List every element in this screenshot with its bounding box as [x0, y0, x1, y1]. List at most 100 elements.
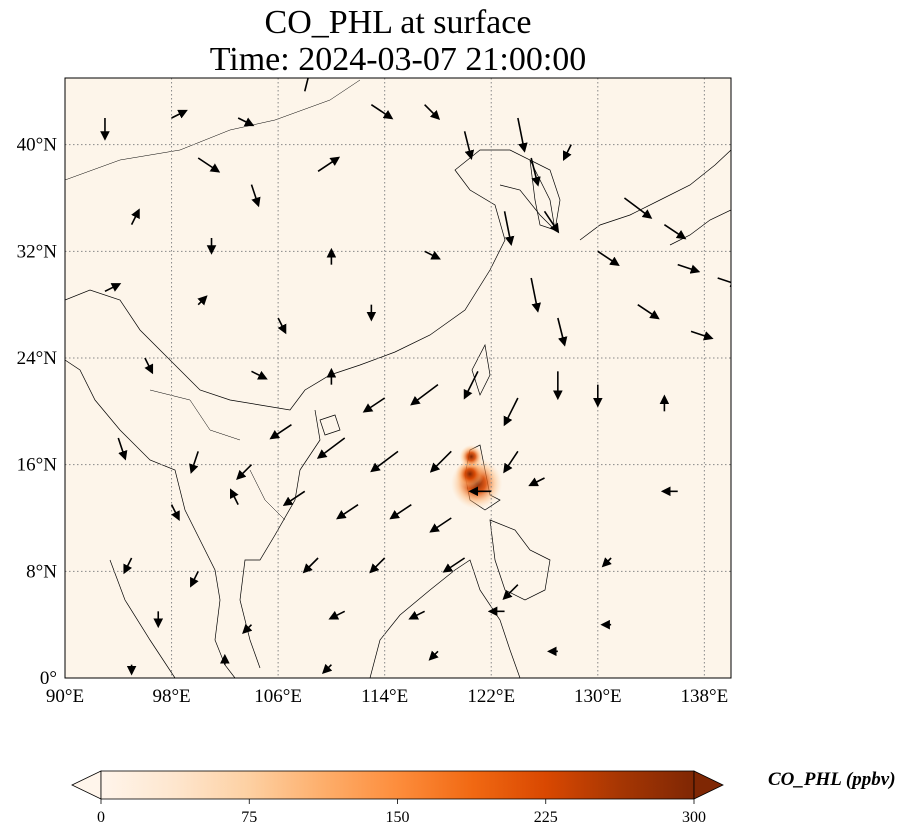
- wind-vector: [530, 277, 541, 313]
- wind-vector: [690, 330, 714, 341]
- wind-vector: [197, 157, 221, 173]
- wind-vector: [123, 557, 133, 575]
- coastline-indochina: [65, 359, 236, 678]
- colorbar-ticks: 0 75 150 225 300: [97, 799, 706, 826]
- map-title: CO_PHL at surface: [264, 4, 532, 41]
- colorbar-tick-label: 225: [534, 809, 558, 826]
- wind-vector: [282, 490, 306, 506]
- coastline-taiwan: [471, 343, 491, 396]
- wind-vector: [251, 370, 268, 380]
- wind-vector: [117, 437, 128, 461]
- lat-tick-label: 32°N: [17, 241, 58, 262]
- wind-vector: [563, 144, 572, 161]
- wind-vector: [543, 210, 560, 234]
- wind-vector: [269, 424, 292, 440]
- wind-vector: [328, 610, 346, 620]
- wind-vector: [170, 504, 180, 521]
- wind-vector: [528, 477, 545, 487]
- wind-vector: [277, 317, 287, 335]
- wind-vector: [369, 557, 386, 574]
- coastline-visayas-mindanao: [489, 519, 551, 601]
- lon-tick-label: 90°E: [46, 686, 84, 707]
- wind-vector: [677, 263, 701, 274]
- wind-vector: [503, 450, 519, 474]
- lon-tick-label: 138°E: [681, 686, 729, 707]
- wind-vector: [370, 450, 399, 473]
- wind-vector: [322, 663, 333, 675]
- wind-vector: [370, 104, 394, 120]
- lat-tick-label: 8°N: [26, 561, 57, 582]
- map-frame: [64, 77, 732, 679]
- lon-tick-label: 130°E: [574, 686, 622, 707]
- wind-vector: [442, 557, 466, 573]
- wind-vector: [428, 650, 439, 661]
- co-hotspot-2: [459, 444, 483, 469]
- wind-vector: [408, 610, 425, 620]
- coastline-borneo: [369, 559, 521, 678]
- wind-vector: [171, 109, 188, 119]
- wind-vector: [597, 250, 620, 266]
- coastline-layer: [65, 79, 731, 678]
- wind-vector: [601, 557, 612, 568]
- wind-vector: [663, 224, 687, 240]
- colorbar: 0 75 150 225 300: [71, 770, 724, 826]
- border-lines: [65, 79, 361, 521]
- lon-tick-label: 122°E: [467, 686, 515, 707]
- co-concentration-field: [450, 444, 503, 509]
- wind-vector: [362, 397, 386, 413]
- lat-tick-label: 0°: [40, 668, 57, 689]
- wind-vector: [530, 157, 541, 187]
- wind-vector: [302, 557, 319, 574]
- wind-vector: [410, 384, 439, 406]
- wind-vector: [717, 277, 731, 288]
- lon-tick-label: 114°E: [361, 686, 408, 707]
- colorbar-gradient: [100, 770, 695, 800]
- colorbar-min-extension: [71, 770, 102, 800]
- coastline-sumatra: [109, 559, 176, 678]
- colorbar-tick-label: 75: [241, 809, 257, 826]
- wind-vector: [144, 357, 154, 375]
- coastline-hainan: [319, 414, 341, 436]
- lat-tick-label: 40°N: [17, 135, 58, 156]
- wind-vector: [197, 295, 208, 306]
- wind-vector: [303, 78, 309, 92]
- wind-vector: [557, 317, 568, 347]
- longitude-tick-labels: 90°E 98°E 106°E 114°E 122°E 130°E 138°E: [46, 686, 728, 707]
- colorbar-label: CO_PHL (ppbv): [768, 769, 896, 790]
- lon-tick-label: 98°E: [152, 686, 190, 707]
- colorbar-tick-label: 300: [682, 809, 706, 826]
- colorbar-tick-label: 0: [97, 809, 105, 826]
- map-time-subtitle: Time: 2024-03-07 21:00:00: [209, 41, 587, 78]
- wind-vector: [517, 117, 528, 153]
- wind-vector: [190, 570, 199, 588]
- wind-vector: [637, 304, 660, 320]
- lon-tick-label: 106°E: [254, 686, 302, 707]
- lat-tick-label: 16°N: [17, 455, 58, 476]
- wind-vector: [424, 104, 441, 121]
- wind-vector: [230, 488, 239, 506]
- wind-vector: [336, 504, 359, 520]
- wind-vector: [503, 397, 519, 427]
- wind-vector: [130, 208, 140, 226]
- wind-vector: [104, 283, 122, 293]
- wind-vector: [317, 156, 341, 172]
- wind-vector: [250, 184, 261, 208]
- map-background: [65, 78, 731, 678]
- colorbar-max-extension: [693, 770, 724, 800]
- wind-vector: [242, 623, 253, 635]
- wind-vector: [189, 451, 199, 474]
- wind-vector: [503, 211, 515, 247]
- gridlines: [64, 78, 731, 679]
- wind-vector: [429, 517, 452, 533]
- coastline-japan: [579, 149, 731, 246]
- latitude-tick-labels: 0° 8°N 16°N 24°N 32°N 40°N: [17, 135, 58, 689]
- wind-vector: [502, 584, 519, 601]
- wind-vector: [623, 197, 653, 219]
- colorbar-tick-label: 150: [386, 809, 410, 826]
- wind-vector: [389, 504, 412, 520]
- wind-vectors: [100, 78, 731, 676]
- wind-vector: [316, 437, 346, 459]
- wind-vector: [237, 117, 255, 127]
- wind-vector: [236, 464, 253, 481]
- wind-vector: [463, 370, 479, 400]
